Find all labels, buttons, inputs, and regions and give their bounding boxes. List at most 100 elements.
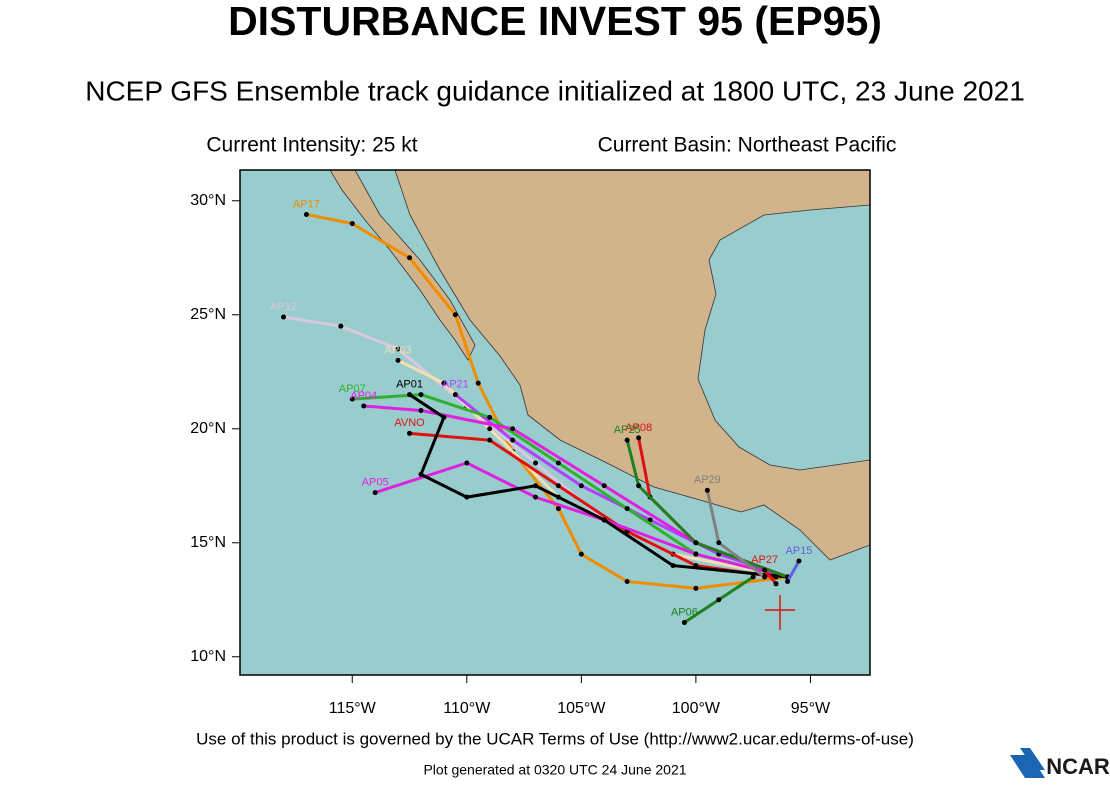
track-point — [303, 211, 309, 217]
track-point — [601, 517, 607, 523]
track-point — [796, 558, 802, 564]
logo: NCAR — [1046, 754, 1110, 779]
track-label: AP01 — [396, 378, 423, 390]
track — [408, 393, 788, 579]
track-label: AP21 — [442, 378, 469, 390]
track-point — [624, 437, 630, 443]
track-point — [452, 312, 458, 318]
track-point — [693, 585, 699, 591]
map-frame — [239, 169, 871, 676]
x-tick-label: 105°W — [557, 700, 606, 717]
y-tick-label: 10°N — [190, 648, 226, 665]
track-point — [533, 483, 539, 489]
track-label: AP25 — [614, 424, 641, 436]
current-position — [765, 595, 795, 630]
track-point — [452, 392, 458, 398]
track-point — [762, 574, 768, 580]
terms: Use of this product is governed by the U… — [196, 729, 914, 748]
basin: Current Basin: Northeast Pacific — [598, 134, 897, 157]
y-tick-label: 20°N — [190, 420, 226, 437]
track-point — [693, 551, 699, 557]
y-tick-label: 30°N — [190, 192, 226, 209]
x-tick-label: 100°W — [672, 700, 721, 717]
track — [763, 569, 778, 585]
intensity: Current Intensity: 25 kt — [206, 134, 417, 157]
track-point — [681, 620, 687, 626]
track-point — [395, 357, 401, 363]
track-label: AP29 — [694, 474, 721, 486]
track-point — [407, 430, 413, 436]
track-point — [716, 597, 722, 603]
track-point — [418, 408, 424, 414]
track-point — [601, 483, 607, 489]
x-tick-label: 95°W — [791, 700, 831, 717]
track — [374, 461, 788, 579]
track-point — [578, 551, 584, 557]
track-point — [555, 483, 561, 489]
track-point — [704, 487, 710, 493]
track-point — [487, 414, 493, 420]
track-point — [624, 579, 630, 585]
track-point — [372, 490, 378, 496]
track-point — [464, 494, 470, 500]
track-label: AP17 — [293, 198, 320, 210]
subtitle: NCEP GFS Ensemble track guidance initial… — [85, 75, 1025, 106]
track-point — [624, 506, 630, 512]
track — [786, 560, 801, 583]
track-point — [533, 494, 539, 500]
baja — [329, 170, 476, 361]
track-point — [555, 506, 561, 512]
x-tick-label: 110°W — [443, 700, 491, 717]
track-point — [487, 426, 493, 432]
track-point — [487, 437, 493, 443]
y-tick-label: 15°N — [190, 534, 226, 551]
track-point — [785, 579, 791, 585]
generated: Plot generated at 0320 UTC 24 June 2021 — [423, 762, 686, 778]
track-label: AP08 — [625, 422, 652, 434]
track-point — [555, 460, 561, 466]
track-point — [349, 221, 355, 227]
track-point — [716, 540, 722, 546]
track-point — [475, 380, 481, 386]
track-label: AP03 — [385, 344, 412, 356]
track-point — [361, 403, 367, 409]
track-point — [464, 460, 470, 466]
y-tick-label: 25°N — [190, 306, 226, 323]
track-label: AP04 — [350, 390, 377, 402]
track-point — [441, 380, 447, 386]
track-point — [533, 460, 539, 466]
track-label: AP27 — [751, 554, 778, 566]
track-point — [510, 437, 516, 443]
track-point — [773, 581, 779, 587]
track-point — [670, 563, 676, 569]
track-label: AVNO — [394, 417, 425, 429]
x-tick-label: 115°W — [329, 700, 377, 717]
map — [240, 170, 870, 675]
track-point — [407, 255, 413, 261]
track-point — [349, 396, 355, 402]
logo-stripes — [1010, 748, 1045, 778]
track-point — [418, 471, 424, 477]
track-point — [418, 392, 424, 398]
track-point — [407, 392, 413, 398]
track-label: AP12 — [270, 301, 297, 313]
track-point — [441, 414, 447, 420]
track-point — [281, 314, 287, 320]
track-point — [578, 483, 584, 489]
track-label: AP06 — [671, 606, 698, 618]
mainland — [394, 170, 870, 561]
track — [409, 431, 777, 579]
track-label: AP05 — [362, 477, 389, 489]
track-point — [750, 574, 756, 580]
title: DISTURBANCE INVEST 95 (EP95) — [228, 0, 882, 44]
track-label: AP15 — [786, 545, 813, 557]
track-point — [762, 567, 768, 573]
track — [454, 393, 788, 579]
track-point — [636, 435, 642, 441]
track-label: AP07 — [339, 383, 366, 395]
track-point — [338, 323, 344, 329]
track-point — [693, 540, 699, 546]
track-point — [510, 426, 516, 432]
